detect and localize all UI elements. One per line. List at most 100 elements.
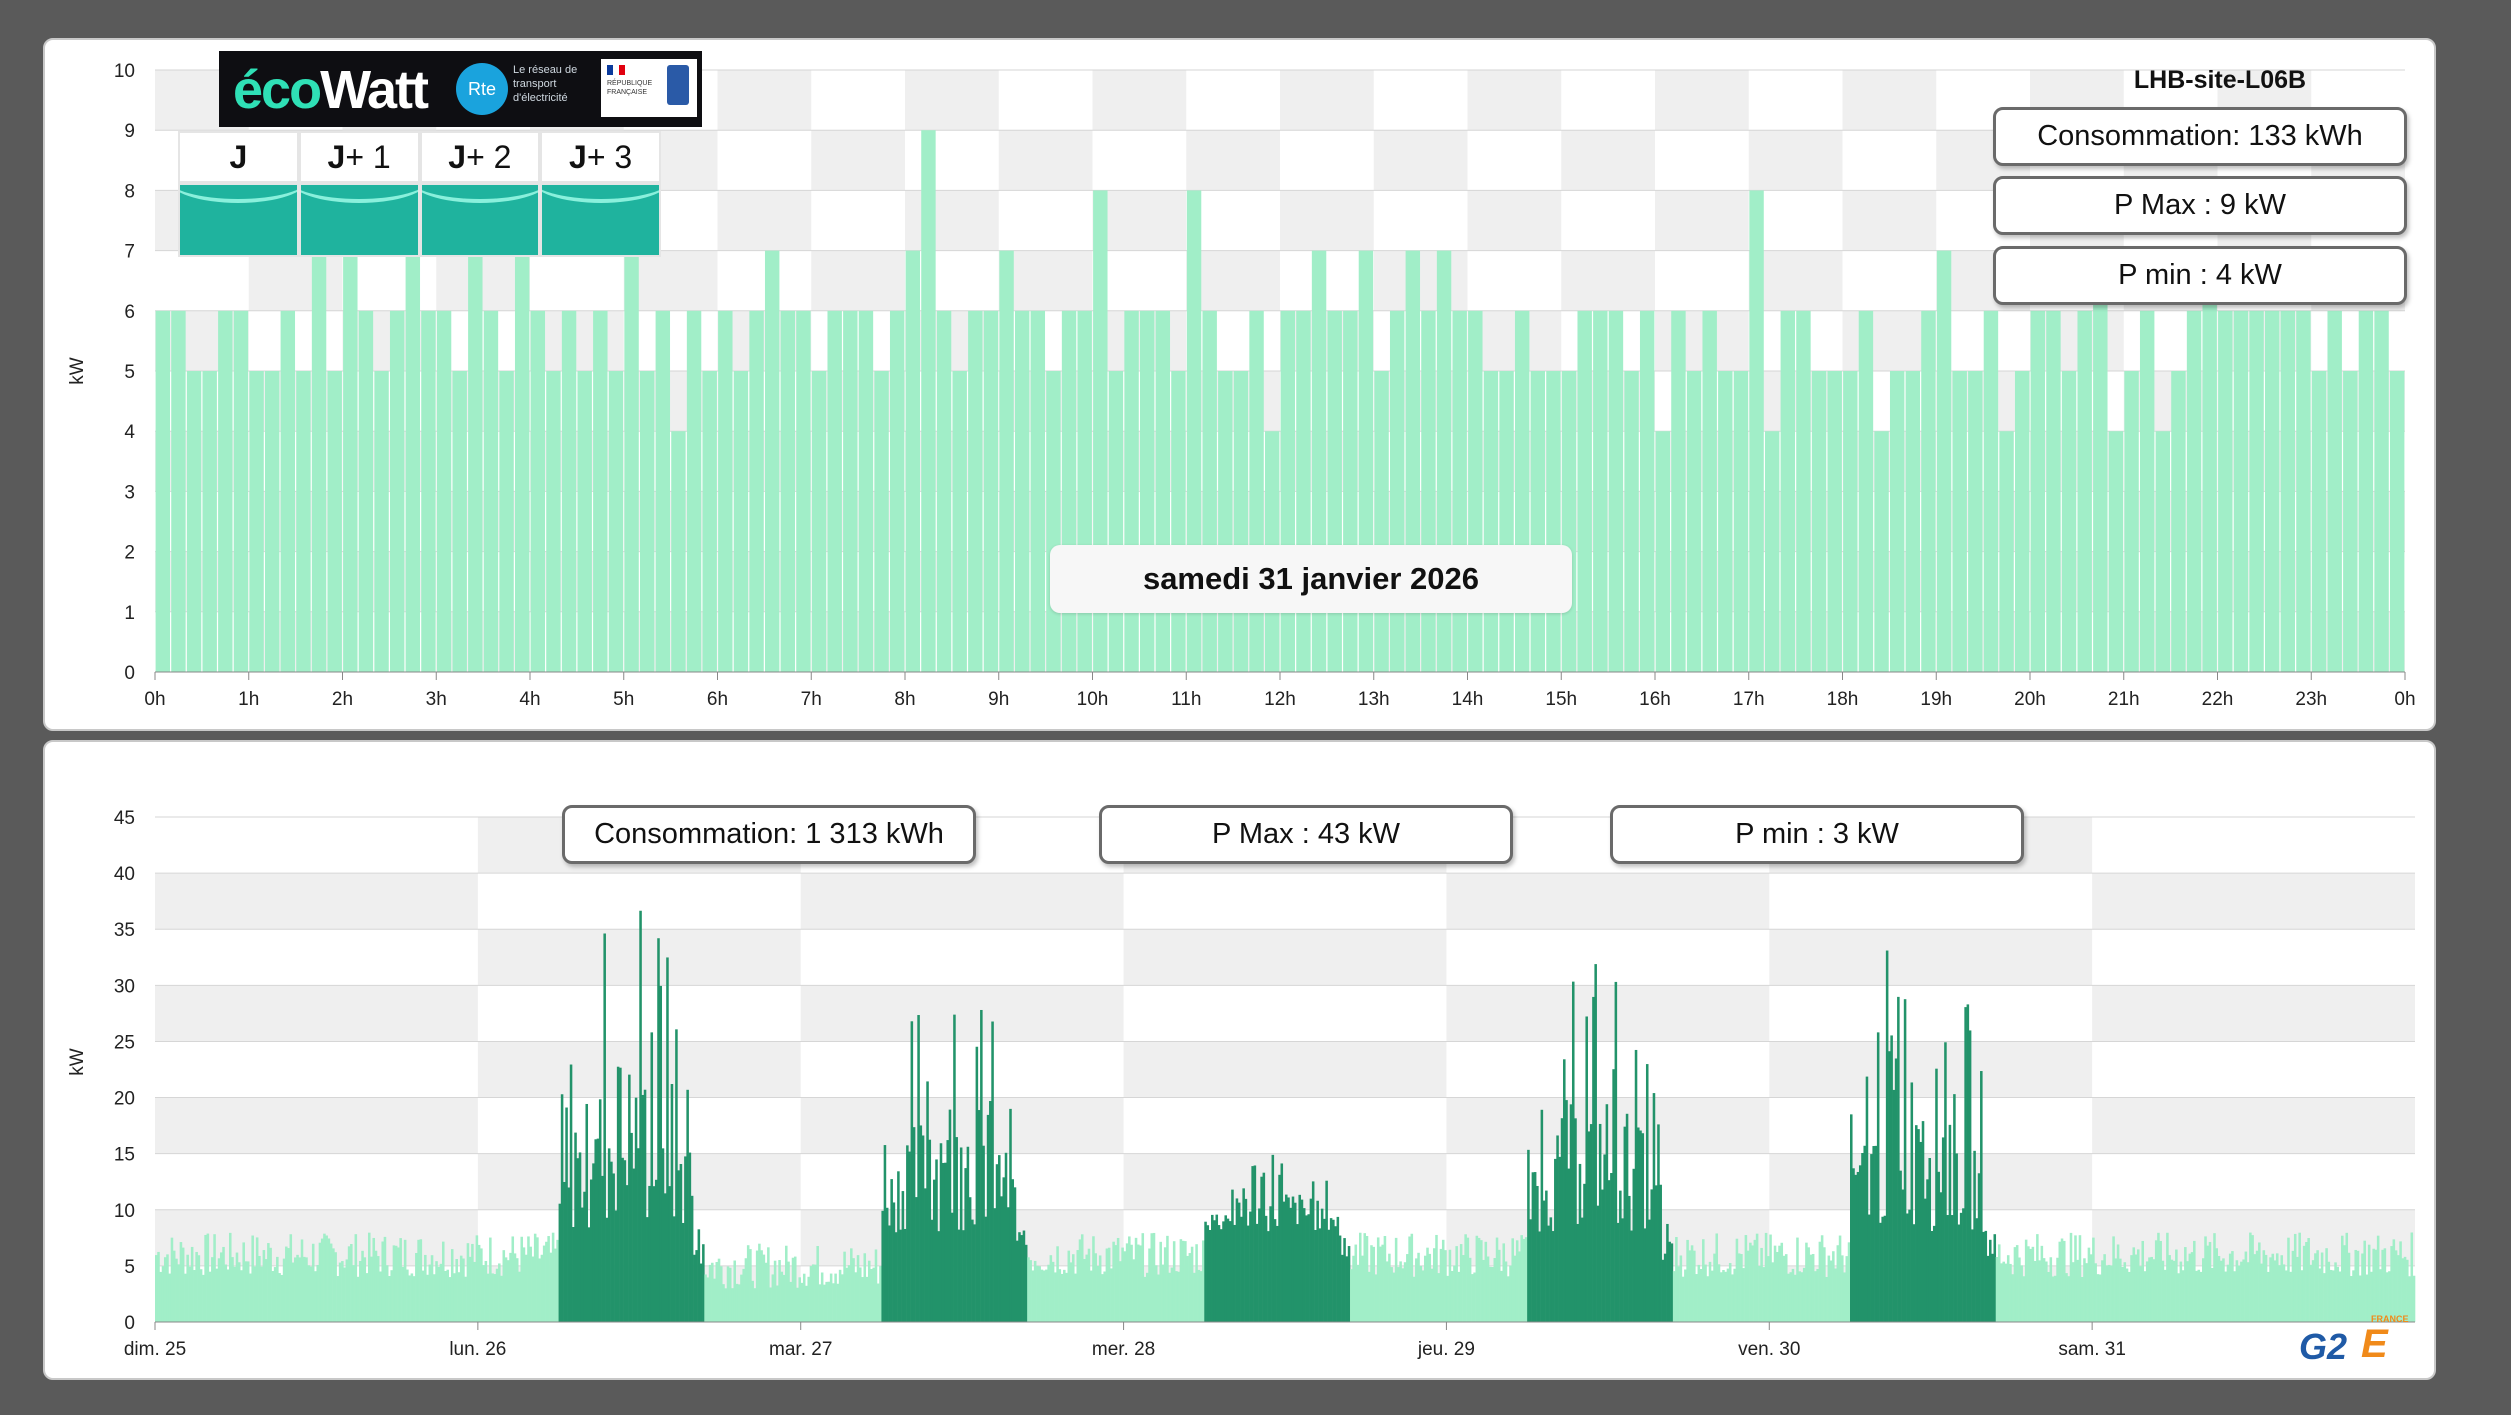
bar	[971, 1219, 974, 1322]
bar	[325, 1235, 328, 1322]
bar	[291, 1262, 295, 1322]
bar	[672, 1216, 676, 1322]
bar	[394, 1245, 398, 1322]
bar	[1791, 1268, 1795, 1322]
bar	[1903, 999, 1907, 1322]
bar	[2244, 1251, 2248, 1322]
bar	[1856, 1171, 1860, 1322]
bar	[2033, 1260, 2037, 1322]
bar	[628, 1074, 631, 1322]
x-tick-label: 21h	[2108, 689, 2140, 710]
bar	[464, 1276, 467, 1322]
bar	[2363, 1240, 2366, 1322]
bar	[1408, 1236, 1411, 1322]
grid-band	[155, 985, 478, 1042]
bar	[211, 1257, 214, 1322]
bar	[1166, 1235, 1169, 1322]
bar	[995, 1164, 999, 1322]
x-tick-label: 17h	[1733, 689, 1765, 710]
bar	[708, 1264, 712, 1322]
bar	[1923, 1198, 1927, 1322]
bar	[654, 1179, 658, 1322]
day-label: J + 3	[542, 133, 659, 181]
bar	[684, 1156, 687, 1322]
bar	[2141, 1240, 2145, 1322]
bar	[2253, 1254, 2257, 1322]
bar	[1937, 1171, 1940, 1322]
bar	[1576, 1223, 1580, 1322]
bar	[1915, 1125, 1918, 1322]
bar	[1852, 1168, 1855, 1322]
bar	[1966, 1004, 1970, 1322]
bar	[415, 1253, 418, 1322]
bar	[1457, 1271, 1461, 1322]
bar	[338, 1262, 342, 1322]
bar	[2163, 1269, 2167, 1322]
bar	[1161, 1264, 1165, 1322]
bar	[962, 1230, 965, 1322]
bar	[2024, 1239, 2028, 1322]
bar	[269, 1247, 272, 1322]
grid-band	[717, 431, 812, 492]
bar	[906, 1145, 909, 1322]
bar	[1847, 1242, 1851, 1322]
bar	[1594, 964, 1597, 1322]
bar	[1964, 1007, 1967, 1322]
x-tick-label: mer. 28	[1092, 1339, 1155, 1360]
date-label: samedi 31 janvier 2026	[1050, 545, 1572, 613]
bar	[1428, 1253, 1432, 1322]
bar	[924, 1188, 927, 1322]
bar	[1046, 371, 1061, 672]
bar	[1948, 1124, 1952, 1322]
bar	[1755, 1233, 1759, 1322]
grid-band	[1092, 310, 1187, 371]
bar	[1466, 1237, 1470, 1322]
bar	[2258, 1242, 2261, 1322]
weekly-consumption-box: Consommation: 1 313 kWh	[562, 805, 976, 864]
bar	[1486, 1256, 1490, 1322]
grid-band	[1446, 873, 1770, 930]
bar	[514, 250, 530, 672]
bar	[1453, 1265, 1456, 1322]
bar	[1184, 1241, 1187, 1322]
bar	[1919, 1141, 1923, 1322]
bar	[1577, 310, 1592, 672]
bar	[1282, 1201, 1286, 1322]
grid-band	[811, 130, 905, 191]
bar	[1634, 1049, 1638, 1322]
bar	[2356, 1250, 2360, 1322]
grid-band	[436, 250, 530, 311]
grid-band	[530, 431, 624, 492]
bar	[811, 1264, 815, 1322]
bar	[1341, 1254, 1344, 1322]
bar	[155, 1255, 158, 1322]
bar	[2136, 1249, 2140, 1322]
bar	[746, 1245, 750, 1322]
bar	[1657, 1124, 1660, 1322]
bar	[1499, 371, 1514, 672]
bar	[1394, 1237, 1398, 1322]
bar	[1123, 1251, 1127, 1322]
bar	[1670, 1243, 1674, 1322]
bar	[901, 1191, 905, 1322]
bar	[172, 1250, 176, 1322]
bar	[941, 1162, 945, 1322]
bar	[919, 1125, 923, 1322]
bar	[1482, 1259, 1485, 1322]
bar	[1625, 1113, 1629, 1322]
grid-band	[2030, 431, 2124, 492]
y-axis-label: kW	[67, 1048, 88, 1076]
bar	[390, 1270, 393, 1322]
ecowatt-signal-green	[542, 185, 659, 255]
bar	[1995, 1257, 1999, 1322]
bar	[1372, 1246, 1375, 1322]
grid-band	[1373, 491, 1468, 552]
bar	[2168, 1255, 2171, 1322]
bar	[1419, 1265, 1423, 1322]
bar	[186, 371, 202, 672]
bar	[1179, 1239, 1183, 1322]
bar	[2329, 1269, 2333, 1322]
bar	[1383, 1235, 1387, 1322]
bar	[1592, 996, 1595, 1322]
grid-band	[811, 611, 905, 672]
